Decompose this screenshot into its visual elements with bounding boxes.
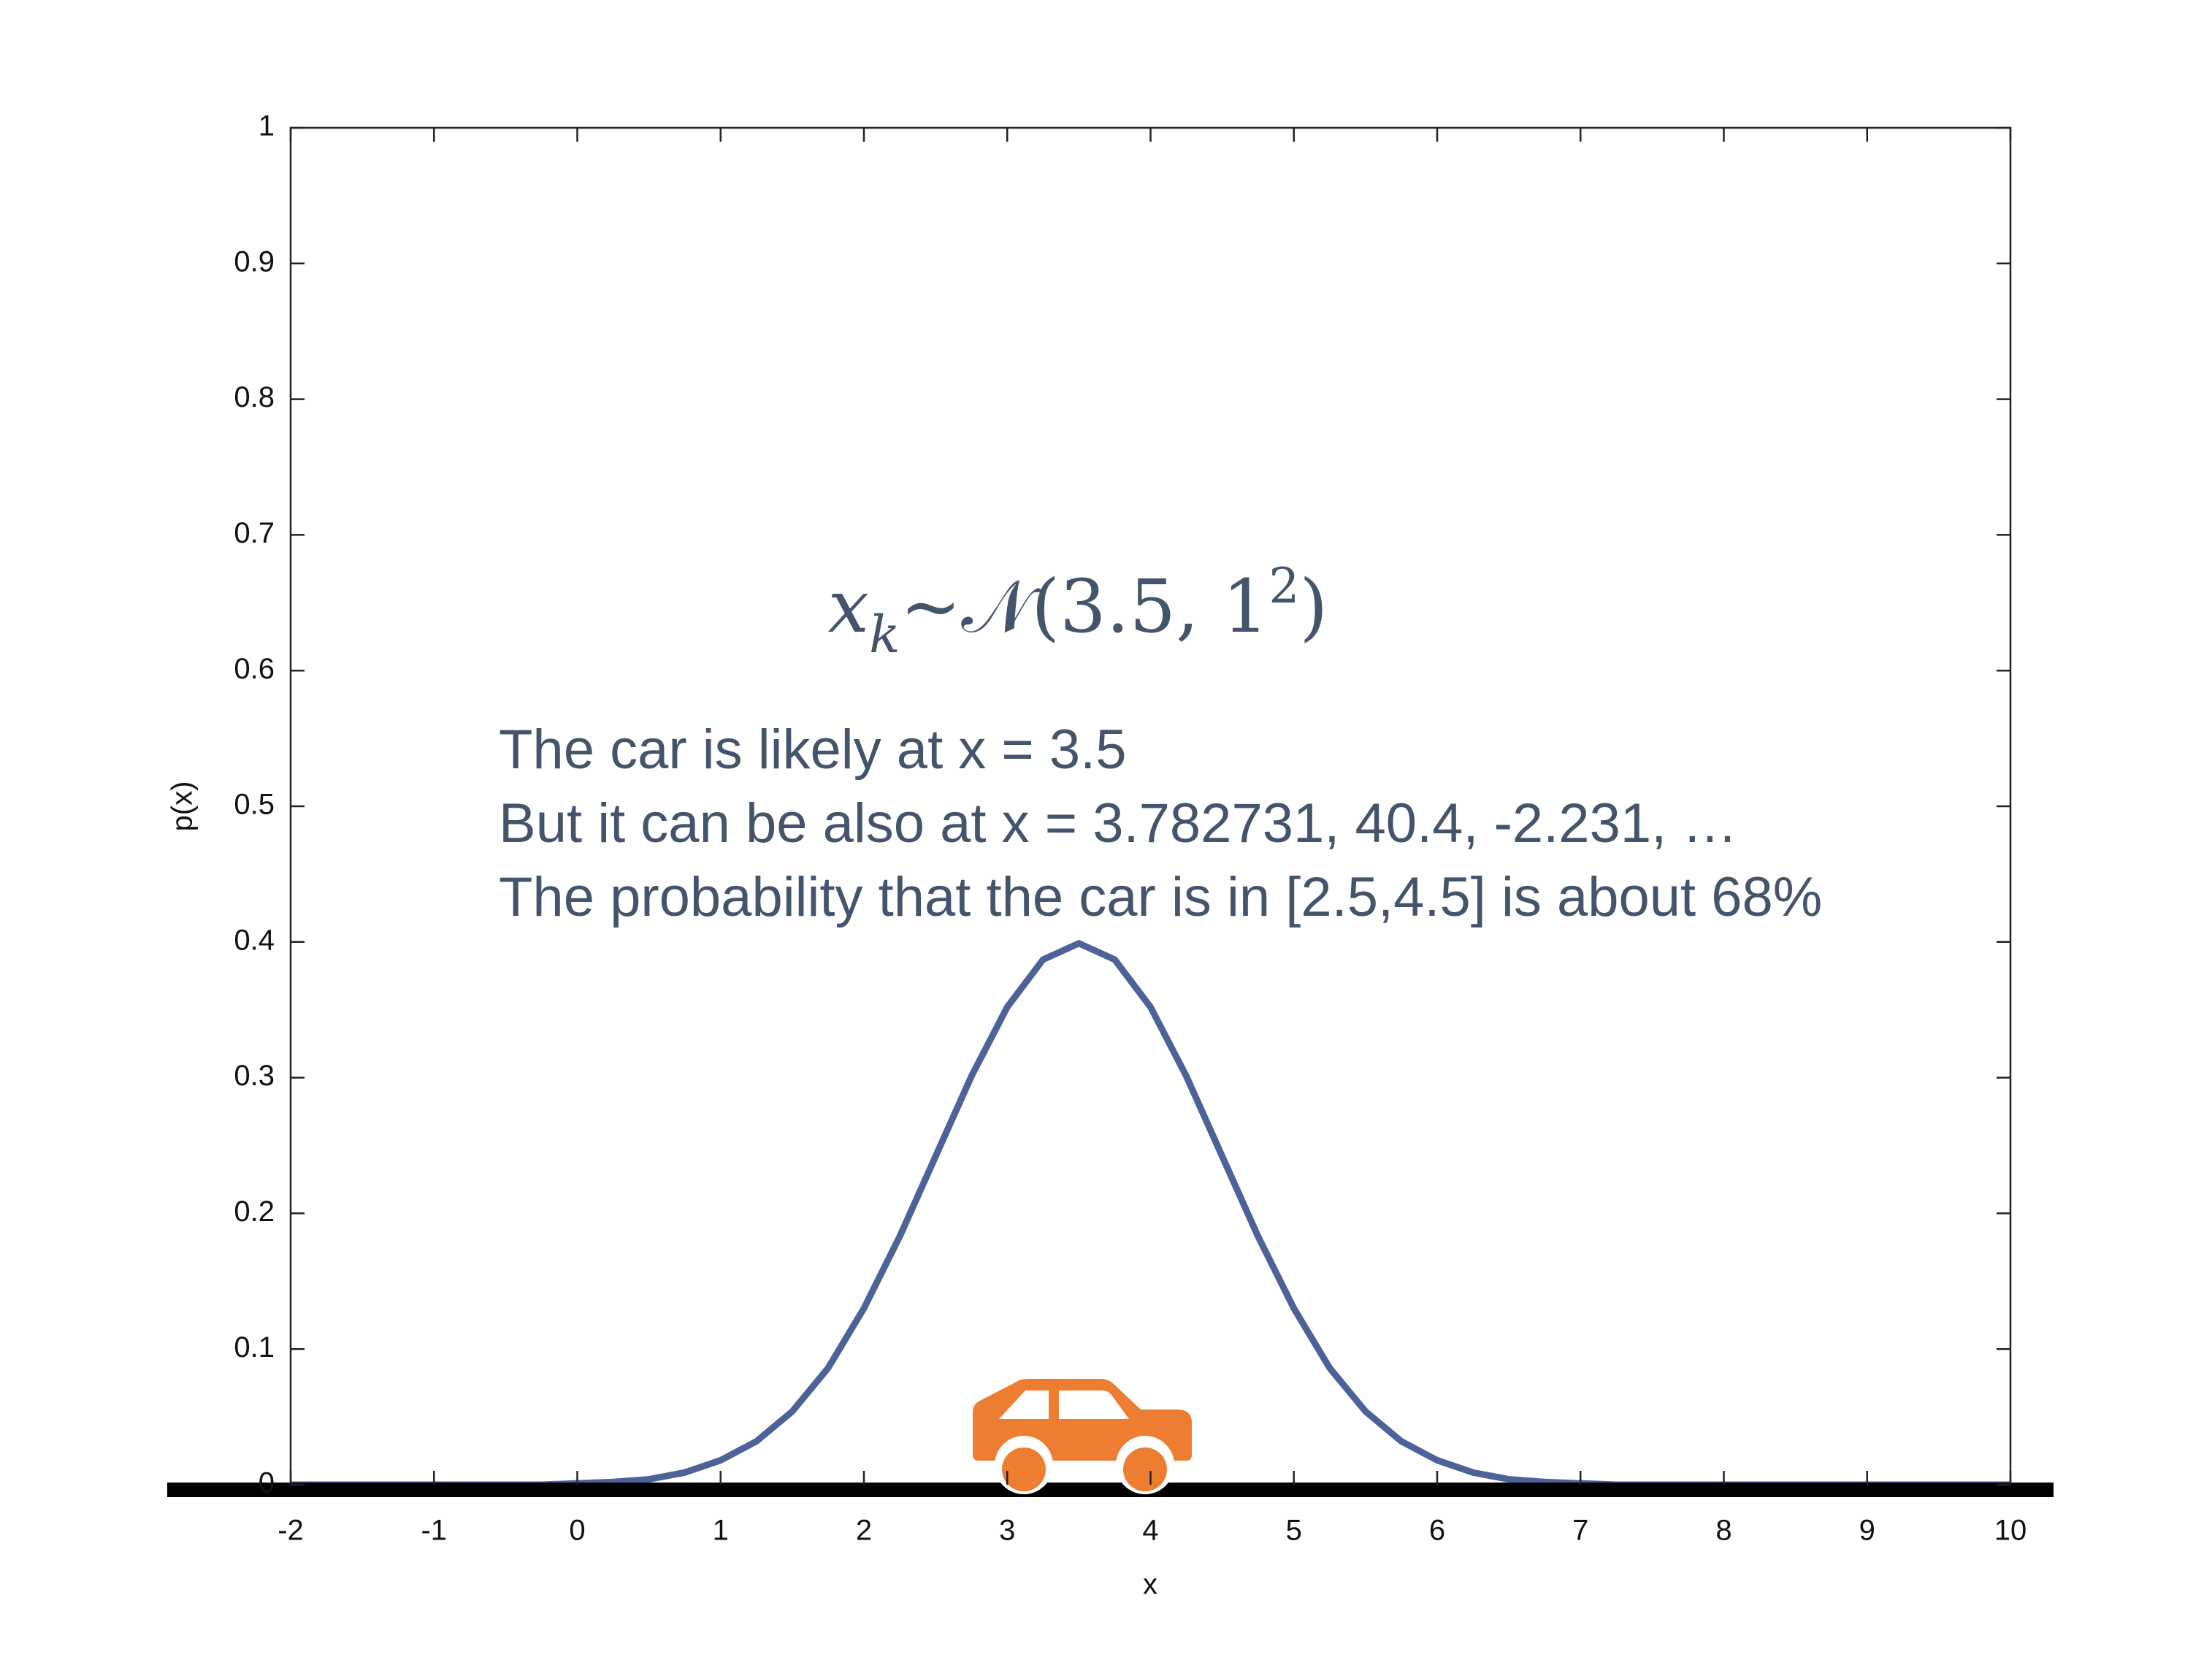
y-tick-label: 0.4 [234,924,275,956]
y-tick-label: 0 [259,1467,275,1499]
formula: xk~𝒩(3.5, 12) [828,558,1328,665]
x-tick-label: 8 [1715,1515,1731,1547]
formula-body: ~𝒩(3.5, 1 [900,564,1268,649]
x-tick-label: 9 [1859,1515,1875,1547]
annotation-line: The car is likely at x = 3.5 [499,719,1127,781]
y-axis-label: p(x) [167,781,199,832]
x-tick-label: -2 [278,1515,304,1547]
formula-var: x [828,564,869,649]
annotation-line: The probability that the car is in [2.5,… [499,866,1822,928]
formula-close: ) [1299,564,1328,649]
curve-layer [291,940,2010,1488]
annotation-line: But it can be also at x = 3.782731, 40.4… [499,792,1737,854]
car-icon [973,1379,1192,1494]
y-tick-label: 0.9 [234,245,275,278]
y-tick-label: 0.1 [234,1331,275,1363]
y-tick-label: 0.3 [234,1060,275,1092]
formula-sub: k [869,605,900,665]
pdf-curve [291,940,2010,1488]
x-tick-label: -1 [421,1515,447,1547]
x-tick-label: 3 [999,1515,1015,1547]
y-tick-label: 0.8 [234,381,275,413]
x-tick-label: 1 [713,1515,729,1547]
y-tick-label: 1 [259,110,275,142]
y-tick-label: 0.2 [234,1196,275,1228]
x-tick-label: 5 [1286,1515,1302,1547]
y-tick-label: 0.7 [234,517,275,549]
x-tick-label: 0 [569,1515,585,1547]
formula-sup: 2 [1268,558,1299,614]
x-axis-label: x [1143,1569,1157,1601]
y-tick-label: 0.5 [234,789,275,821]
x-tick-label: 10 [1994,1515,2027,1547]
y-tick-label: 0.6 [234,653,275,685]
x-tick-label: 4 [1142,1515,1158,1547]
x-tick-label: 2 [856,1515,872,1547]
x-tick-label: 6 [1429,1515,1445,1547]
x-tick-label: 7 [1572,1515,1588,1547]
